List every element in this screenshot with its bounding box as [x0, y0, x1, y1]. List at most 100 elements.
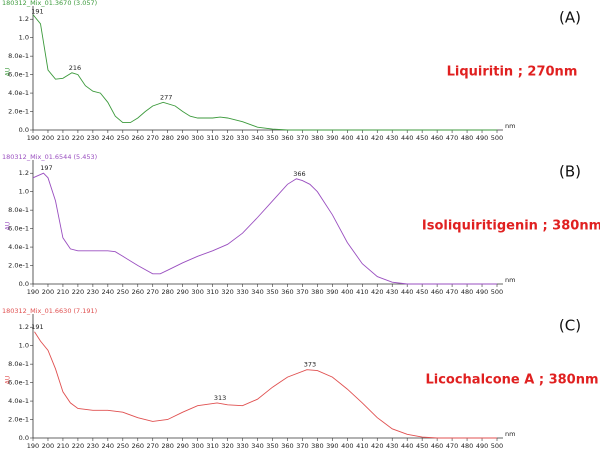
- x-tick-label: 450: [416, 442, 428, 450]
- x-tick-label: 310: [206, 442, 218, 450]
- x-tick-label: 310: [206, 288, 218, 296]
- x-tick-label: 190: [27, 288, 39, 296]
- x-tick-label: 270: [147, 134, 159, 142]
- panel-label: (A): [559, 9, 581, 27]
- x-tick-label: 390: [326, 442, 338, 450]
- y-tick-label: 8.0e-1: [8, 360, 29, 368]
- x-tick-label: 420: [371, 442, 383, 450]
- x-tick-label: 190: [27, 134, 39, 142]
- x-tick-label: 360: [281, 288, 293, 296]
- y-tick-label: 4.0e-1: [8, 243, 29, 251]
- x-tick-label: 220: [72, 288, 84, 296]
- x-tick-label: 470: [446, 442, 458, 450]
- x-tick-label: 250: [117, 134, 129, 142]
- x-tick-label: 260: [132, 442, 144, 450]
- x-tick-label: 240: [102, 134, 114, 142]
- x-tick-label: 310: [206, 134, 218, 142]
- x-tick-label: 330: [236, 288, 248, 296]
- x-tick-label: 240: [102, 442, 114, 450]
- x-tick-label: 450: [416, 134, 428, 142]
- y-tick-label: 8.0e-1: [8, 52, 29, 60]
- peak-label: 216: [69, 64, 81, 72]
- panel-label: (B): [559, 163, 581, 181]
- y-tick-label: 1.2: [19, 169, 29, 177]
- x-tick-label: 480: [461, 442, 473, 450]
- annotation: Liquiritin ; 270nm: [447, 65, 578, 80]
- x-tick-label: 210: [57, 442, 69, 450]
- x-tick-label: 400: [341, 288, 353, 296]
- x-tick-label: 300: [191, 134, 203, 142]
- x-tick-label: 220: [72, 134, 84, 142]
- y-tick-label: 4.0e-1: [8, 89, 29, 97]
- peak-label: 313: [214, 394, 226, 402]
- x-tick-label: 230: [87, 288, 99, 296]
- x-tick-label: 480: [461, 288, 473, 296]
- x-tick-label: 290: [176, 288, 188, 296]
- x-tick-label: 500: [491, 442, 503, 450]
- peak-label: 373: [304, 361, 316, 369]
- x-tick-label: 470: [446, 288, 458, 296]
- peak-label: 191: [31, 323, 43, 331]
- x-tick-label: 210: [57, 288, 69, 296]
- x-tick-label: 250: [117, 442, 129, 450]
- peak-label: 277: [160, 93, 172, 101]
- panel-label: (C): [559, 317, 581, 335]
- x-tick-label: 390: [326, 134, 338, 142]
- annotation: Isoliquiritigenin ; 380nm: [422, 219, 600, 234]
- y-tick-label: 1.2: [19, 15, 29, 23]
- x-tick-label: 460: [431, 288, 443, 296]
- x-tick-label: 470: [446, 134, 458, 142]
- x-tick-label: 380: [311, 134, 323, 142]
- x-tick-label: 460: [431, 134, 443, 142]
- x-tick-label: 210: [57, 134, 69, 142]
- x-tick-label: 350: [266, 442, 278, 450]
- x-tick-label: 450: [416, 288, 428, 296]
- y-axis-label: AU: [5, 222, 12, 231]
- x-tick-label: 480: [461, 134, 473, 142]
- y-tick-label: 6.0e-1: [8, 379, 29, 387]
- x-tick-label: 220: [72, 442, 84, 450]
- x-tick-label: 360: [281, 442, 293, 450]
- x-tick-label: 340: [251, 134, 263, 142]
- x-tick-label: 190: [27, 442, 39, 450]
- x-tick-label: 280: [161, 442, 173, 450]
- x-tick-label: 390: [326, 288, 338, 296]
- x-tick-label: 340: [251, 442, 263, 450]
- x-tick-label: 200: [42, 442, 54, 450]
- x-tick-label: 460: [431, 442, 443, 450]
- x-tick-label: 240: [102, 288, 114, 296]
- peak-label: 197: [40, 164, 52, 172]
- x-tick-label: 340: [251, 288, 263, 296]
- y-tick-label: 1.0: [19, 342, 29, 350]
- x-tick-label: 410: [356, 442, 368, 450]
- x-tick-label: 300: [191, 288, 203, 296]
- x-tick-label: 230: [87, 442, 99, 450]
- y-tick-label: 0.0: [19, 434, 29, 442]
- x-tick-label: 490: [476, 134, 488, 142]
- y-axis-label: AU: [5, 376, 12, 385]
- x-tick-label: 350: [266, 288, 278, 296]
- x-tick-label: 330: [236, 442, 248, 450]
- x-tick-label: 400: [341, 134, 353, 142]
- y-tick-label: 1.2: [19, 323, 29, 331]
- x-tick-label: 400: [341, 442, 353, 450]
- peak-label: 366: [293, 170, 305, 178]
- x-tick-label: 320: [221, 288, 233, 296]
- x-tick-label: 440: [401, 442, 413, 450]
- y-tick-label: 0.0: [19, 126, 29, 134]
- x-tick-label: 380: [311, 288, 323, 296]
- x-tick-label: 430: [386, 134, 398, 142]
- x-tick-label: 350: [266, 134, 278, 142]
- x-tick-label: 200: [42, 134, 54, 142]
- x-tick-label: 230: [87, 134, 99, 142]
- data-title: 180312_Mix_01.6544 (5.453): [2, 153, 97, 161]
- x-tick-label: 320: [221, 134, 233, 142]
- x-tick-label: 300: [191, 442, 203, 450]
- x-tick-label: 440: [401, 288, 413, 296]
- x-tick-label: 290: [176, 442, 188, 450]
- x-tick-label: 270: [147, 442, 159, 450]
- x-tick-label: 280: [161, 134, 173, 142]
- x-tick-label: 410: [356, 134, 368, 142]
- y-tick-label: 4.0e-1: [8, 397, 29, 405]
- x-tick-label: 370: [296, 134, 308, 142]
